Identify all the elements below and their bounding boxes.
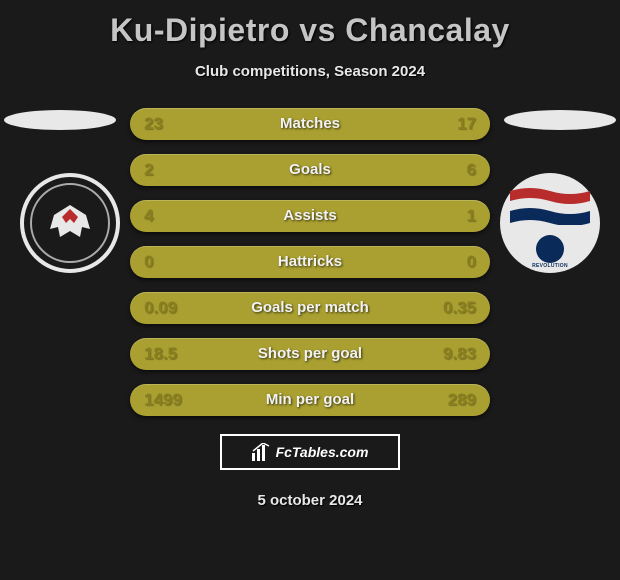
stat-label: Assists — [130, 200, 490, 232]
stat-label: Matches — [130, 108, 490, 140]
chart-icon — [252, 443, 272, 461]
page-title: Ku-Dipietro vs Chancalay — [0, 0, 620, 49]
revolution-ball-icon — [536, 235, 564, 263]
date-text: 5 october 2024 — [0, 492, 620, 509]
stat-label: Goals — [130, 154, 490, 186]
subtitle: Club competitions, Season 2024 — [0, 63, 620, 80]
stat-row-min-per-goal: 1499 Min per goal 289 — [130, 384, 490, 416]
stat-right-value: 0 — [467, 246, 476, 278]
stat-label: Min per goal — [130, 384, 490, 416]
stat-row-goals: 2 Goals 6 — [130, 154, 490, 186]
stat-label: Goals per match — [130, 292, 490, 324]
stat-row-assists: 4 Assists 1 — [130, 200, 490, 232]
fctables-text: FcTables.com — [276, 444, 369, 460]
stat-right-value: 0.35 — [443, 292, 476, 324]
right-team-crest: REVOLUTION — [500, 173, 600, 273]
stat-bars: 23 Matches 17 2 Goals 6 4 Assists 1 0 Ha… — [130, 108, 490, 416]
stat-row-shots-per-goal: 18.5 Shots per goal 9.83 — [130, 338, 490, 370]
stat-right-value: 6 — [467, 154, 476, 186]
stat-right-value: 289 — [448, 384, 476, 416]
stat-label: Hattricks — [130, 246, 490, 278]
left-team-crest — [20, 173, 120, 273]
stat-row-matches: 23 Matches 17 — [130, 108, 490, 140]
stat-right-value: 9.83 — [443, 338, 476, 370]
dc-united-eagle-icon — [44, 201, 96, 243]
stat-label: Shots per goal — [130, 338, 490, 370]
stat-row-goals-per-match: 0.09 Goals per match 0.35 — [130, 292, 490, 324]
revolution-text: REVOLUTION — [500, 263, 600, 269]
stat-row-hattricks: 0 Hattricks 0 — [130, 246, 490, 278]
right-player-oval — [504, 110, 616, 130]
fctables-logo: FcTables.com — [220, 434, 400, 470]
comparison-panel: REVOLUTION 23 Matches 17 2 Goals 6 4 Ass… — [0, 108, 620, 509]
stat-right-value: 17 — [457, 108, 476, 140]
stat-right-value: 1 — [467, 200, 476, 232]
revolution-flag-icon — [510, 187, 590, 225]
left-player-oval — [4, 110, 116, 130]
